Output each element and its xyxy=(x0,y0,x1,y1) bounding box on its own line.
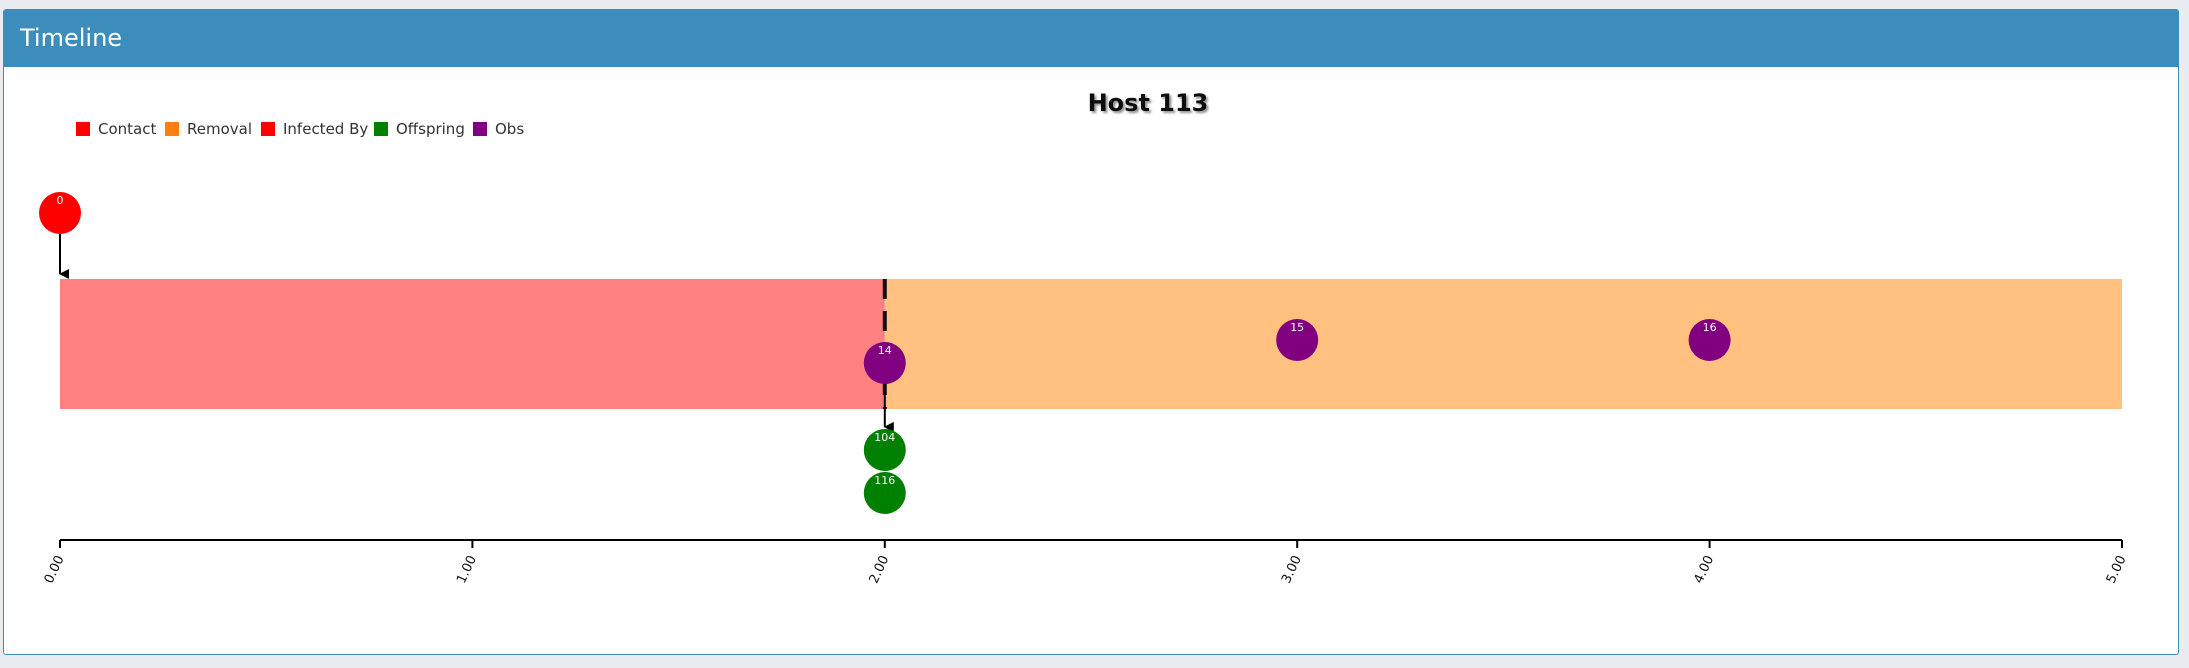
event-marks: 0 104 116 14 15 16 xyxy=(39,192,1731,514)
offspring-node-label: 116 xyxy=(874,474,895,487)
obs-node-circle[interactable] xyxy=(1276,319,1319,361)
obs-node[interactable]: 15 xyxy=(1276,319,1319,361)
offspring-node[interactable]: 116 xyxy=(863,472,906,514)
chart-title: Host 113 xyxy=(1088,89,1209,117)
period-bars xyxy=(60,279,2122,409)
period-removed xyxy=(884,279,2122,409)
legend-swatch xyxy=(261,122,275,136)
offspring-node-label: 104 xyxy=(874,431,895,444)
offspring-node-circle[interactable] xyxy=(863,472,906,514)
obs-node[interactable]: 14 xyxy=(863,342,906,384)
period-infectious xyxy=(60,279,885,409)
legend-swatch xyxy=(473,122,487,136)
x-tick-label: 3.00 xyxy=(1279,553,1305,586)
obs-node-label: 14 xyxy=(878,344,892,357)
legend-label: Removal xyxy=(187,120,252,138)
obs-node-label: 15 xyxy=(1290,321,1304,334)
timeline-panel: Timeline Host 113 Contact Removal Infected… xyxy=(3,9,2179,655)
offspring-node-circle[interactable] xyxy=(863,429,906,471)
x-tick-label: 2.00 xyxy=(867,553,893,586)
x-tick-label: 0.00 xyxy=(42,553,68,586)
panel-title: Timeline xyxy=(4,10,2178,67)
x-tick-label: 4.00 xyxy=(1691,553,1717,586)
legend-label: Offspring xyxy=(396,120,465,138)
legend-swatch xyxy=(165,122,179,136)
infected-by-node-label: 0 xyxy=(57,194,64,207)
timeline-chart: Host 113 Contact Removal Infected By Offspr… xyxy=(39,89,2130,586)
legend-swatch xyxy=(76,122,90,136)
obs-node-label: 16 xyxy=(1703,321,1717,334)
legend-label: Contact xyxy=(98,120,156,138)
x-tick-label: 5.00 xyxy=(2104,553,2130,586)
legend-label: Infected By xyxy=(283,120,368,138)
obs-node-circle[interactable] xyxy=(1688,319,1731,361)
obs-node-circle[interactable] xyxy=(863,342,906,384)
x-tick-label: 1.00 xyxy=(454,553,480,586)
infected-by-node[interactable]: 0 xyxy=(39,192,81,234)
legend-label: Obs xyxy=(495,120,524,138)
infected-by-node-circle[interactable] xyxy=(39,192,81,234)
offspring-node[interactable]: 104 xyxy=(863,429,906,471)
x-axis: 0.00 1.00 2.00 3.00 4.00 5.00 xyxy=(42,539,2130,586)
legend: Contact Removal Infected By Offspring Obs xyxy=(76,120,524,138)
obs-node[interactable]: 16 xyxy=(1688,319,1731,361)
legend-swatch xyxy=(374,122,388,136)
